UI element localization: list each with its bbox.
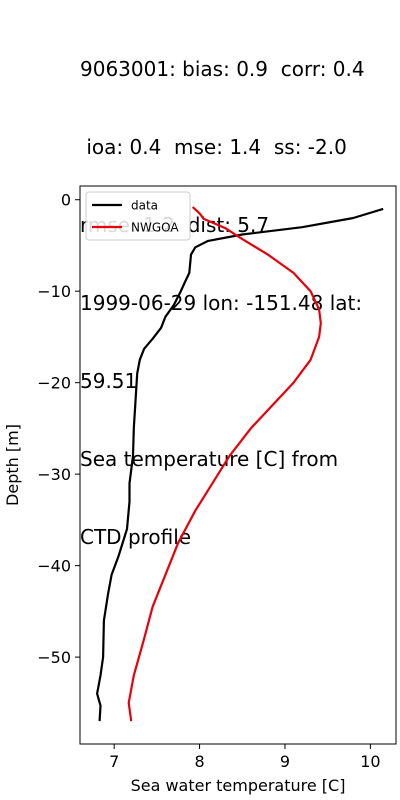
- legend: data NWGOA: [85, 191, 191, 241]
- x-tick-label: 10: [360, 752, 380, 771]
- y-tick-label: −30: [37, 465, 71, 484]
- series-line-nwgoa: [127, 206, 322, 722]
- plot-frame: [79, 185, 397, 745]
- title-line: 9063001: bias: 0.9 corr: 0.4: [80, 57, 365, 81]
- legend-label-nwgoa: NWGOA: [131, 221, 179, 235]
- y-axis: 0 −10 −20 −30 −40 −50: [37, 191, 80, 667]
- title-line: CTD profile: [80, 525, 192, 549]
- y-axis-label: Depth [m]: [3, 424, 22, 506]
- y-tick-label: −10: [37, 282, 71, 301]
- y-tick-label: −40: [37, 557, 71, 576]
- x-axis-label: Sea water temperature [C]: [131, 776, 346, 795]
- x-tick-label: 8: [194, 752, 204, 771]
- x-tick-label: 9: [280, 752, 290, 771]
- x-tick-label: 7: [109, 752, 119, 771]
- title-line: 1999-06-29 lon: -151.48 lat:: [80, 291, 363, 315]
- legend-label-data: data: [131, 199, 158, 213]
- title-line: ioa: 0.4 mse: 1.4 ss: -2.0: [80, 135, 347, 159]
- series-layer: [95, 206, 384, 722]
- y-tick-label: −50: [37, 648, 71, 667]
- y-tick-label: 0: [61, 191, 71, 210]
- series-line-data: [95, 207, 384, 722]
- x-axis: 7 8 9 10: [109, 744, 381, 771]
- title-line: 59.51: [80, 369, 138, 393]
- y-tick-label: −20: [37, 374, 71, 393]
